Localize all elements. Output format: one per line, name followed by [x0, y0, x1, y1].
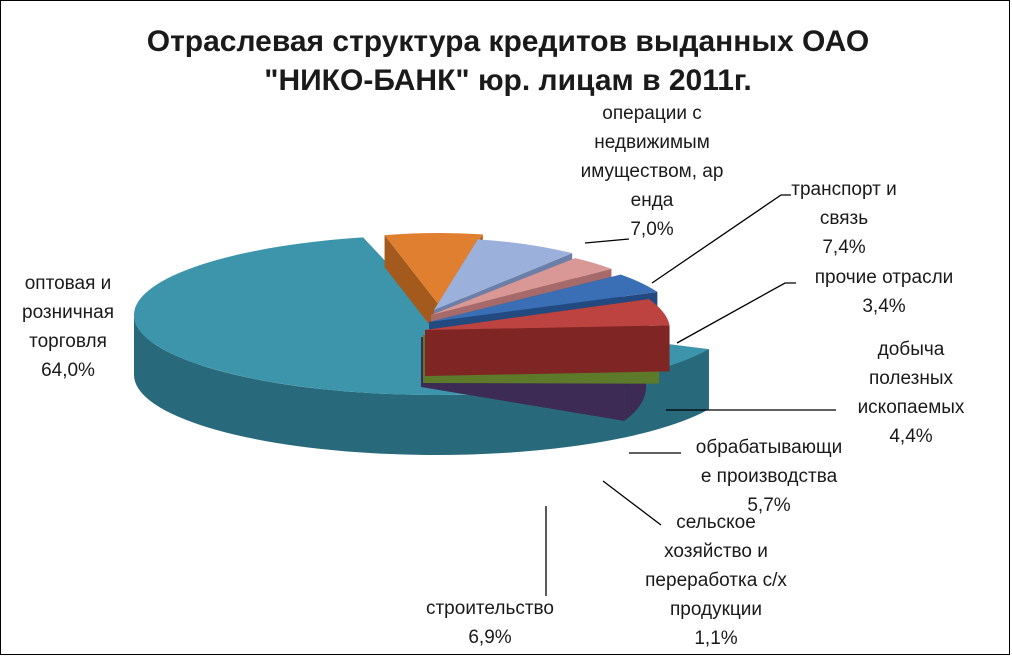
data-label-line: хозяйство и	[664, 541, 768, 562]
data-label-line: оптовая и	[25, 273, 112, 294]
data-label-value: 64,0%	[41, 360, 95, 381]
data-label-line: е производства	[701, 466, 838, 487]
data-label-trade: оптовая и розничная торговля 64,0%	[22, 273, 114, 381]
pie-slice-top-transport	[434, 239, 573, 310]
data-label-line: енда	[631, 190, 674, 211]
data-label-line: полезных	[869, 368, 954, 389]
leader-line-real_estate	[584, 238, 630, 244]
data-label-line: прочие отрасли	[815, 267, 954, 288]
data-label-line: транспорт и	[791, 179, 896, 200]
data-label-value: 3,4%	[862, 296, 905, 317]
data-label-line: имуществом, ар	[581, 161, 724, 182]
data-label-line: операции с	[602, 103, 701, 124]
pie-slice-manufacturing	[425, 299, 670, 376]
pie-slice-top-real_estate	[384, 233, 483, 305]
pie-slice-top-other	[431, 258, 612, 315]
data-label-agriculture: сельское хозяйство и переработка с/х продук…	[645, 512, 787, 649]
data-label-line: торговля	[29, 331, 107, 352]
chart-title-line-2: "НИКО-БАНК" юр. лицам в 2011г.	[264, 64, 752, 97]
pie-slice-wall-manufacturing-1	[425, 325, 670, 376]
leader-line-agriculture	[602, 480, 662, 526]
data-label-value: 7,4%	[822, 237, 865, 258]
data-label-line: розничная	[22, 302, 114, 323]
leader-line-other	[676, 282, 796, 344]
data-label-line: строительство	[426, 598, 554, 619]
leader-line-transport	[651, 194, 791, 284]
data-label-line: сельское	[676, 512, 756, 533]
data-label-mining: добыча полезных ископаемых 4,4%	[858, 339, 965, 447]
data-label-line: связь	[820, 208, 868, 229]
data-label-other: прочие отрасли 3,4%	[815, 267, 954, 317]
data-label-line: переработка с/х	[645, 570, 787, 591]
chart-title-line-1: Отраслевая структура кредитов выданных О…	[147, 25, 870, 58]
data-label-value: 7,0%	[630, 219, 673, 240]
pie-slice-top-manufacturing	[425, 299, 670, 330]
data-label-value: 1,1%	[694, 628, 737, 649]
data-label-value: 5,7%	[747, 495, 790, 516]
data-label-line: ископаемых	[858, 397, 965, 418]
chart-title: Отраслевая структура кредитов выданных О…	[147, 25, 870, 97]
data-label-construction: строительство 6,9%	[426, 598, 554, 648]
pie-slice-wall-real_estate-0	[384, 235, 439, 337]
data-label-line: недвижимым	[594, 132, 710, 153]
data-label-transport: транспорт и связь 7,4%	[791, 179, 896, 258]
data-label-real_estate: операции с недвижимым имуществом, ар енда 7,…	[581, 103, 724, 240]
data-label-line: продукции	[670, 599, 762, 620]
data-label-value: 4,4%	[889, 426, 932, 447]
data-label-line: обрабатывающи	[696, 437, 842, 458]
data-label-line: добыча	[878, 339, 945, 360]
pie-slice-top-mining	[429, 274, 658, 322]
pie-slice-side-trade	[133, 315, 709, 455]
data-label-manufacturing: обрабатывающи е производства 5,7%	[696, 437, 842, 516]
data-label-value: 6,9%	[468, 627, 511, 648]
